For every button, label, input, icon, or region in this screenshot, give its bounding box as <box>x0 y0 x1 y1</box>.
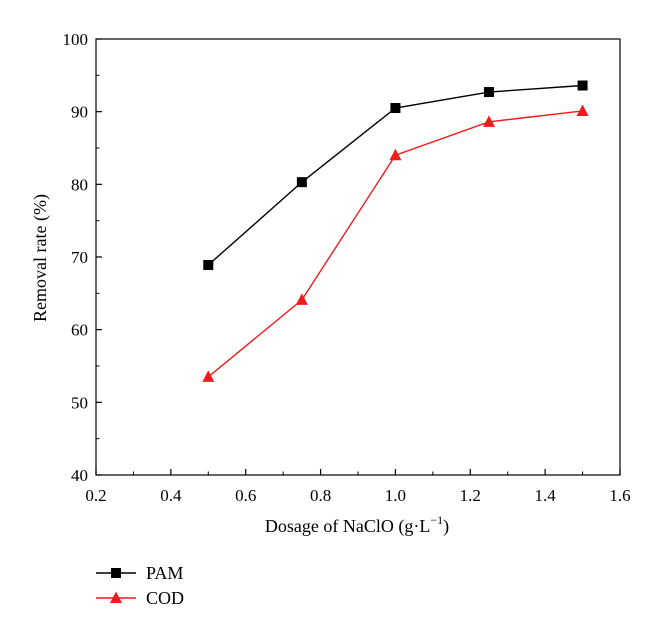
x-axis-title-main: Dosage of NaClO (g·L <box>265 516 430 537</box>
x-tick-label: 1.6 <box>609 486 630 505</box>
data-point-pam <box>203 259 214 270</box>
x-tick-label: 0.4 <box>160 486 182 505</box>
data-point-pam <box>484 87 494 98</box>
y-tick-label: 70 <box>71 248 88 267</box>
y-tick-label: 80 <box>71 175 88 194</box>
axes: 0.2 0.4 0.6 0.8 1.0 1.2 1.4 1.6 40 50 60 70 80 90 100 <box>63 30 631 505</box>
legend-label-pam: PAM <box>146 563 183 583</box>
legend-label-cod: COD <box>146 588 184 608</box>
data-point-cod <box>389 148 402 161</box>
legend-marker-pam <box>111 568 121 578</box>
data-point-cod <box>295 293 308 305</box>
y-tick-label: 40 <box>71 466 88 485</box>
x-tick-label: 1.0 <box>385 486 406 505</box>
x-tick-label: 1.4 <box>535 486 557 505</box>
legend-marker-cod <box>110 591 122 603</box>
series-pam <box>203 80 588 270</box>
data-point-pam <box>390 103 401 114</box>
x-axis-title: Dosage of NaClO (g·L−1) <box>265 513 449 537</box>
y-axis-title: Removal rate (%) <box>30 194 51 322</box>
data-point-cod <box>576 104 589 116</box>
x-axis-title-tail: ) <box>443 516 449 537</box>
plot-frame <box>95 38 621 476</box>
x-tick-label: 0.2 <box>85 486 106 505</box>
legend: PAM COD <box>96 563 184 608</box>
legend-item-pam: PAM <box>96 563 183 583</box>
x-tick-label: 0.6 <box>235 486 256 505</box>
series-cod <box>202 104 589 382</box>
legend-item-cod: COD <box>96 588 184 608</box>
y-tick-label: 100 <box>63 30 89 49</box>
x-axis-title-sup: −1 <box>430 513 443 527</box>
data-point-cod <box>483 115 495 127</box>
y-tick-label: 60 <box>71 321 88 340</box>
series-layer <box>202 80 589 382</box>
y-tick-label: 50 <box>71 393 88 412</box>
data-point-pam <box>296 177 307 188</box>
y-tick-label: 90 <box>71 103 88 122</box>
data-point-pam <box>577 80 588 91</box>
x-tick-label: 0.8 <box>310 486 331 505</box>
data-point-cod <box>202 370 215 382</box>
x-tick-label: 1.2 <box>460 486 481 505</box>
